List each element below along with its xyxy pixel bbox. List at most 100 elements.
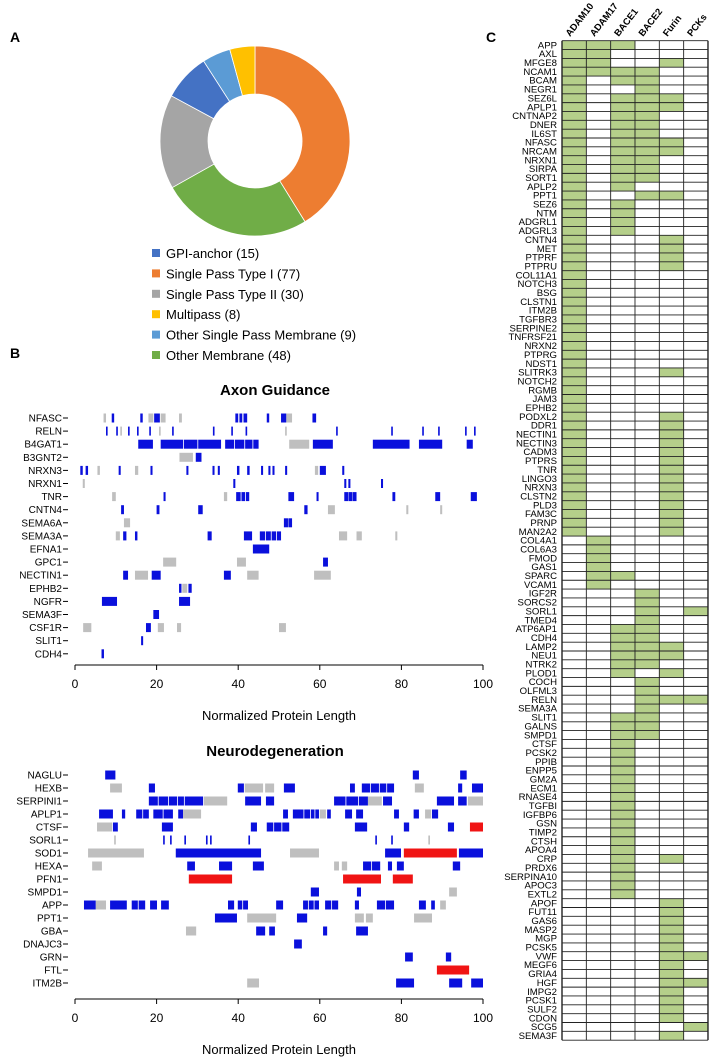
domain-segment [151, 570, 161, 580]
heat-cell-filled [610, 668, 635, 678]
heat-cell-filled [683, 695, 708, 705]
domain-segment [308, 900, 314, 910]
heat-cell-filled [562, 474, 587, 483]
track-label: GRN [40, 953, 62, 964]
domain-segment [177, 623, 182, 633]
domain-segment [379, 783, 387, 793]
gene-label: SEZ6 [533, 200, 557, 211]
domain-segment [449, 887, 457, 897]
domain-segment [312, 439, 333, 449]
domain-segment [467, 796, 483, 806]
heat-cell-filled [659, 146, 684, 156]
domain-segment [342, 465, 345, 475]
heat-cell-filled [659, 925, 684, 935]
heat-cell-filled [659, 58, 684, 68]
gene-label: ADGRL1 [519, 217, 557, 228]
gene-label: GALNS [524, 721, 557, 732]
heat-cell-filled [634, 155, 660, 165]
heat-cell-filled [610, 146, 635, 156]
domain-segment [163, 557, 177, 567]
heat-cell-filled [634, 137, 660, 147]
domain-segment [266, 413, 270, 423]
track-label: PFN1 [36, 875, 62, 886]
domain-segment [120, 426, 122, 436]
heat-cell-filled [659, 942, 684, 952]
heat-cell-filled [610, 137, 635, 147]
domain-segment [276, 900, 284, 910]
gene-label: NDST1 [526, 359, 557, 370]
heat-cell-filled [659, 421, 684, 430]
domain-segment [290, 848, 319, 858]
heat-cell-filled [562, 84, 587, 94]
panel-label-a: A [10, 29, 20, 45]
heat-cell-filled [562, 421, 587, 430]
domain-segment [274, 822, 282, 832]
heat-cell-filled [659, 527, 684, 537]
gene-label: SERPINA10 [504, 872, 557, 883]
track-label: HEXA [35, 862, 63, 873]
heat-cell-filled [659, 438, 684, 448]
gene-label: COL11A1 [516, 270, 557, 281]
heat-cell-filled [586, 40, 611, 50]
heat-cell-filled [610, 757, 635, 766]
x-tick-label: 60 [313, 677, 327, 691]
legend-swatch [152, 351, 160, 359]
domain-segment [247, 978, 260, 988]
heat-cell-filled [659, 1031, 684, 1041]
gene-label: CRP [537, 854, 557, 865]
domain-segment [449, 978, 463, 988]
heat-cell-filled [634, 721, 660, 731]
gene-label: SIRPA [529, 164, 558, 175]
domain-segment [367, 796, 382, 806]
gene-label: SERPINE2 [510, 323, 557, 334]
domain-segment [392, 874, 413, 884]
gene-label: ADGRL3 [519, 226, 557, 237]
domain-segment [276, 531, 282, 541]
domain-segment [244, 783, 264, 793]
track-label: NGFR [34, 597, 62, 608]
heat-cell-filled [586, 49, 611, 59]
domain-segment [319, 809, 326, 819]
heat-cell-filled [659, 854, 684, 864]
domain-segment [118, 465, 121, 475]
domain-segment [187, 861, 195, 871]
domain-segment [101, 649, 104, 659]
domain-segment [149, 426, 151, 436]
domain-segment [170, 835, 172, 845]
heat-cell-filled [659, 978, 684, 988]
domain-segment [349, 783, 355, 793]
gene-label: PTPRS [525, 456, 557, 467]
domain-segment [134, 531, 138, 541]
gene-label: SORL1 [526, 606, 557, 617]
heat-cell-filled [562, 244, 587, 253]
domain-segment [315, 809, 319, 819]
domain-segment [271, 531, 277, 541]
gene-label: SORT1 [525, 173, 557, 184]
domain-segment [327, 809, 331, 819]
domain-segment [247, 913, 277, 923]
domain-segment [148, 796, 158, 806]
domain-segment [198, 505, 203, 515]
legend-swatch [152, 249, 160, 257]
gene-label: IL6ST [531, 129, 557, 140]
gene-label: BSG [537, 288, 557, 299]
domain-segment [460, 770, 467, 780]
domain-segment [231, 426, 233, 436]
gene-label: SMPD1 [524, 730, 557, 741]
heat-cell-filled [659, 916, 684, 926]
heat-cell-filled [610, 102, 635, 112]
heat-cell-filled [562, 341, 587, 351]
domain-segment [134, 465, 139, 475]
gene-label: FAM3C [525, 509, 557, 520]
x-tick-label: 0 [72, 677, 79, 691]
gene-label: PPT1 [533, 191, 557, 202]
domain-segment [372, 861, 381, 871]
domain-segment [272, 465, 275, 475]
donut-slice [254, 45, 351, 223]
domain-segment [185, 926, 197, 936]
heat-cell-filled [562, 49, 587, 59]
domain-segment [131, 900, 138, 910]
domain-segment [458, 848, 483, 858]
heat-cell-filled [610, 208, 635, 218]
heat-cell-filled [659, 252, 684, 262]
